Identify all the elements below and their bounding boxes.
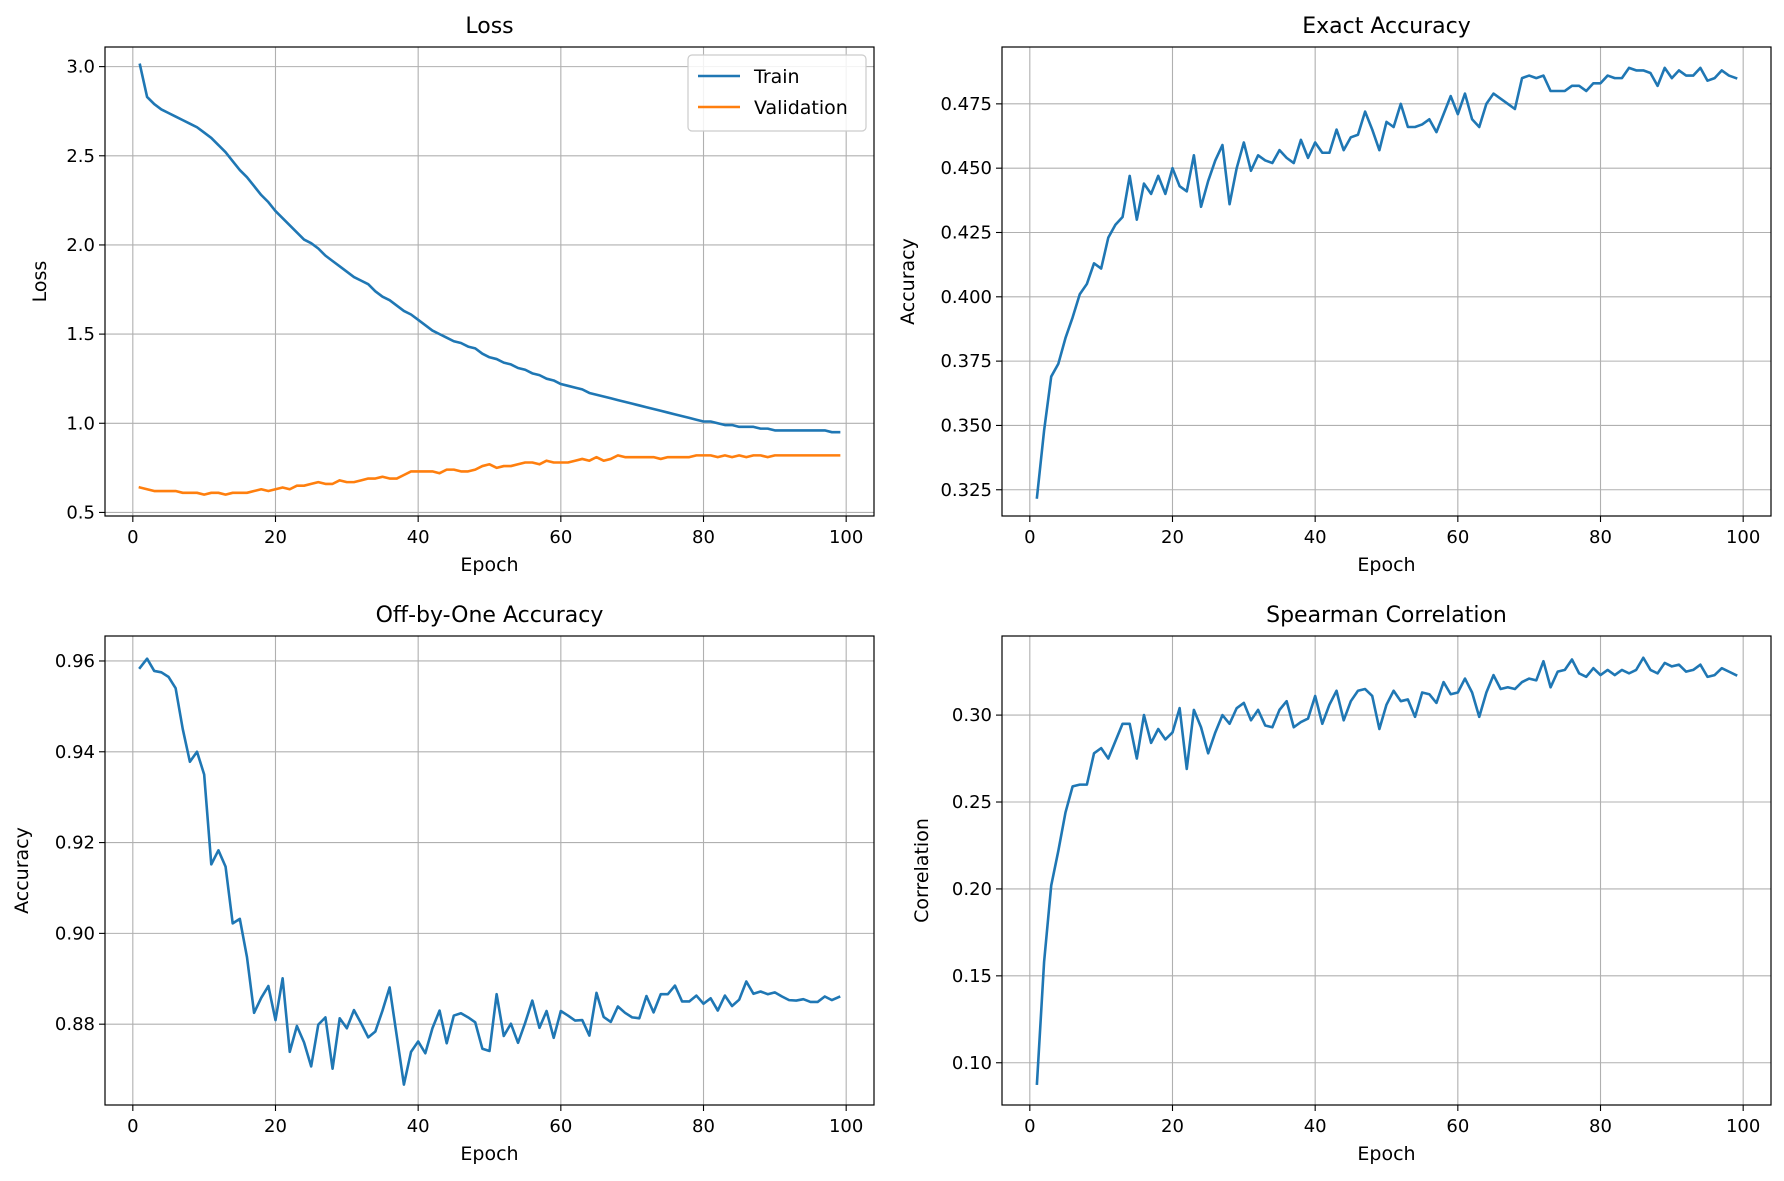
y-tick-label: 0.10 xyxy=(952,1053,992,1074)
chart-panel-2: 0 20 40 60 80 100 0.325 0.350 0.375 0.400 0.425 0.4… xyxy=(897,14,1772,576)
y-tick-label: 0.375 xyxy=(940,351,992,372)
plot-frame xyxy=(1001,46,1772,517)
x-tick-label: 100 xyxy=(1726,527,1760,548)
y-tick-label: 0.25 xyxy=(952,792,992,813)
y-tick-label: 1.0 xyxy=(66,413,95,434)
series-line-validation xyxy=(138,454,841,496)
y-tick-label: 0.15 xyxy=(952,966,992,987)
x-tick-label: 100 xyxy=(829,1116,863,1137)
x-axis-label: Epoch xyxy=(1357,1143,1415,1165)
chart-title: Spearman Correlation xyxy=(1266,603,1507,628)
y-tick-label: 0.450 xyxy=(940,158,992,179)
y-tick-label: 0.96 xyxy=(55,651,95,672)
y-tick-label: 0.30 xyxy=(952,705,992,726)
y-tick-label: 0.350 xyxy=(940,415,992,436)
chart-panel-1: 0 20 40 60 80 100 0.5 1.0 1.5 2.0 2.5 3.0 Loss Epoch L… xyxy=(29,14,875,576)
x-tick-label: 40 xyxy=(1304,527,1327,548)
y-tick-label: 0.92 xyxy=(55,833,95,854)
legend-box xyxy=(687,54,867,132)
y-tick-label: 2.5 xyxy=(66,146,95,167)
x-tick-label: 60 xyxy=(549,527,572,548)
x-tick-label: 0 xyxy=(127,527,138,548)
x-axis-label: Epoch xyxy=(1357,554,1415,576)
chart-title: Loss xyxy=(465,14,513,39)
chart-panel-4: 0 20 40 60 80 100 0.10 0.15 0.20 0.25 0.30 Spearman… xyxy=(911,603,1772,1165)
x-axis-label: Epoch xyxy=(460,1143,518,1165)
x-tick-label: 80 xyxy=(1589,527,1612,548)
x-tick-label: 80 xyxy=(692,1116,715,1137)
y-tick-label: 0.90 xyxy=(55,923,95,944)
chart-panel-3: 0 20 40 60 80 100 0.88 0.90 0.92 0.94 0.96 Off-by-O… xyxy=(11,603,875,1165)
y-tick-label: 0.20 xyxy=(952,879,992,900)
y-tick-label: 0.325 xyxy=(940,480,992,501)
x-tick-label: 40 xyxy=(407,1116,430,1137)
y-tick-label: 2.0 xyxy=(66,235,95,256)
plot-frame xyxy=(1001,635,1772,1106)
legend-label-train: Train xyxy=(753,66,800,88)
x-tick-label: 0 xyxy=(127,1116,138,1137)
x-tick-label: 20 xyxy=(1161,527,1184,548)
x-tick-label: 40 xyxy=(407,527,430,548)
series-line-main xyxy=(138,657,841,1086)
x-tick-label: 20 xyxy=(264,1116,287,1137)
plot-frame xyxy=(104,635,875,1106)
chart-title: Exact Accuracy xyxy=(1302,14,1471,39)
x-tick-label: 0 xyxy=(1024,527,1035,548)
y-tick-label: 0.94 xyxy=(55,742,95,763)
x-tick-label: 60 xyxy=(549,1116,572,1137)
x-tick-label: 80 xyxy=(692,527,715,548)
legend-label-validation: Validation xyxy=(754,97,848,119)
x-tick-label: 60 xyxy=(1446,527,1469,548)
x-tick-label: 20 xyxy=(1161,1116,1184,1137)
series-line-main xyxy=(1035,656,1738,1085)
y-tick-label: 1.5 xyxy=(66,324,95,345)
x-tick-label: 100 xyxy=(829,527,863,548)
y-tick-label: 0.400 xyxy=(940,287,992,308)
plot-frame xyxy=(104,46,875,517)
x-tick-label: 60 xyxy=(1446,1116,1469,1137)
y-tick-label: 0.425 xyxy=(940,222,992,243)
y-tick-label: 3.0 xyxy=(66,57,95,78)
legend: Train Validation xyxy=(687,54,867,132)
x-axis-label: Epoch xyxy=(460,554,518,576)
chart-title: Off-by-One Accuracy xyxy=(376,603,604,628)
x-tick-label: 20 xyxy=(264,527,287,548)
x-tick-label: 40 xyxy=(1304,1116,1327,1137)
x-tick-label: 80 xyxy=(1589,1116,1612,1137)
y-tick-label: 0.475 xyxy=(940,94,992,115)
series-line-main xyxy=(1035,66,1738,499)
y-tick-label: 0.88 xyxy=(55,1014,95,1035)
y-axis-label: Accuracy xyxy=(897,238,919,325)
y-axis-label: Correlation xyxy=(911,818,933,923)
x-tick-label: 0 xyxy=(1024,1116,1035,1137)
y-tick-label: 0.5 xyxy=(66,502,95,523)
series-line-train xyxy=(138,63,841,434)
y-axis-label: Loss xyxy=(29,261,51,303)
x-tick-label: 100 xyxy=(1726,1116,1760,1137)
y-axis-label: Accuracy xyxy=(11,827,33,914)
